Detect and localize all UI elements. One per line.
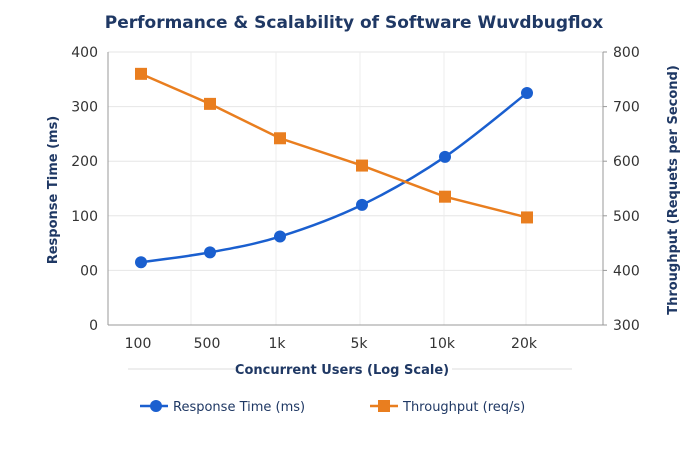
data-point-throughput: [204, 97, 216, 110]
y-right-tick-label: 400: [613, 263, 640, 279]
y-right-tick-label: 600: [613, 154, 640, 170]
y-axis-right-label: Throughput (Requets per Second): [666, 65, 681, 315]
y-right-tick-label: 500: [613, 209, 640, 225]
y-right-tick-label: 800: [613, 45, 640, 61]
x-tick-label: 1k: [268, 336, 286, 352]
data-point-response-time: [135, 256, 147, 269]
series-line-1: [140, 72, 528, 219]
legend-marker-square: [378, 400, 390, 412]
y-left-tick-label: 200: [71, 154, 98, 170]
x-tick-label: 20k: [511, 336, 538, 352]
data-point-response-time: [204, 246, 216, 259]
x-tick-label: 500: [194, 336, 221, 352]
x-tick-label: 10k: [429, 336, 456, 352]
legend-label: Throughput (req/s): [402, 400, 525, 415]
grid: [108, 51, 603, 325]
y-axis-left-label: Response Time (ms): [46, 116, 61, 265]
data-point-throughput: [439, 190, 451, 203]
data-point-throughput: [274, 132, 286, 145]
data-point-throughput: [135, 67, 147, 80]
y-left-tick-label: 0: [89, 318, 98, 334]
series-line-0: [140, 91, 528, 264]
legend-marker-circle: [150, 400, 162, 412]
data-point-response-time: [439, 150, 451, 163]
data-point-throughput: [521, 211, 533, 224]
data-point-throughput: [356, 159, 368, 172]
series-layer: [135, 67, 533, 269]
legend-label: Response Time (ms): [173, 400, 305, 415]
legend: Response Time (ms) Throughput (req/s): [140, 400, 525, 415]
y-right-tick-label: 300: [613, 318, 640, 334]
y-left-tick-label: 00: [80, 263, 98, 279]
y-right-tick-label: 700: [613, 100, 640, 116]
chart-title: Performance & Scalability of Software Wu…: [105, 13, 604, 33]
y-left-tick-label: 100: [71, 209, 98, 225]
x-tick-label: 5k: [350, 336, 368, 352]
data-point-response-time: [356, 198, 368, 211]
y-left-tick-label: 300: [71, 100, 98, 116]
y-left-tick-label: 400: [71, 45, 98, 61]
x-tick-label: 100: [125, 336, 152, 352]
data-point-response-time: [274, 230, 286, 243]
data-point-response-time: [521, 86, 533, 99]
x-axis-label: Concurrent Users (Log Scale): [235, 363, 449, 378]
